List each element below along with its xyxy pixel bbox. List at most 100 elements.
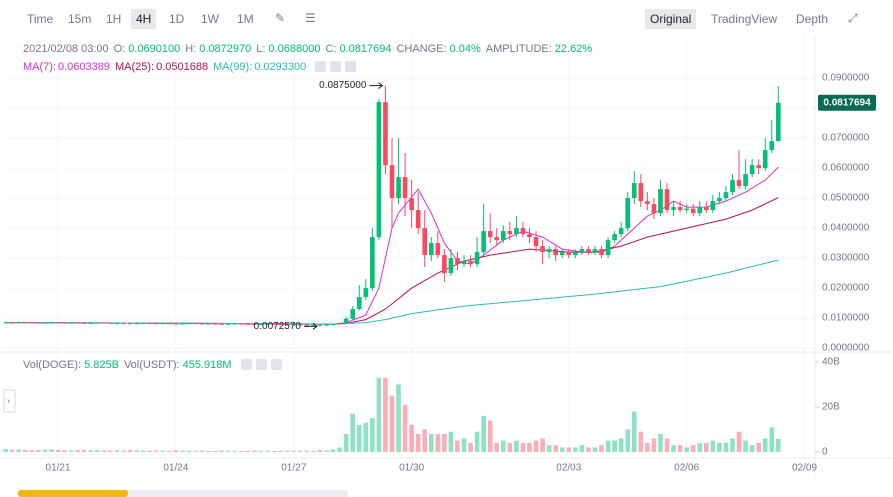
- interval-button[interactable]: 1W: [201, 12, 219, 26]
- candle-body: [193, 323, 198, 325]
- candle-body: [605, 240, 611, 256]
- view-button[interactable]: Original: [645, 9, 697, 29]
- interval-button[interactable]: Time: [27, 12, 54, 26]
- volume-bar: [265, 450, 270, 452]
- candle-body: [389, 165, 395, 199]
- candle-body: [717, 198, 722, 202]
- candle-body: [147, 322, 153, 324]
- candle-body: [559, 252, 565, 256]
- candle-body: [671, 207, 676, 211]
- interval-button[interactable]: 1D: [169, 12, 185, 26]
- candle-body: [631, 183, 637, 199]
- candle-body: [586, 249, 591, 253]
- volume-bar: [435, 433, 441, 452]
- interval-button[interactable]: 15m: [68, 12, 92, 26]
- legend-icon[interactable]: [255, 359, 267, 370]
- ma-name: MA(25):: [115, 61, 155, 73]
- legend-icon[interactable]: [330, 61, 342, 72]
- volume-bar: [645, 442, 650, 452]
- candle-body: [199, 323, 205, 325]
- volume-bar: [717, 442, 722, 452]
- scrollbar-thumb[interactable]: [18, 490, 128, 497]
- volume-bar: [127, 450, 133, 452]
- candle-body: [337, 323, 342, 325]
- field-value: 0.04%: [449, 43, 481, 55]
- interval-button[interactable]: 1M: [237, 12, 254, 26]
- settings-icon[interactable]: ☰: [305, 11, 316, 25]
- ma-name: MA(99):: [213, 61, 253, 73]
- y-tick-label: 0.0000000: [822, 343, 870, 354]
- candle-body: [776, 102, 781, 142]
- candle-body: [311, 324, 316, 326]
- volume-bar: [527, 442, 532, 452]
- volume-bar: [271, 451, 277, 452]
- candle-body: [225, 323, 231, 325]
- field-name: H:: [185, 43, 197, 55]
- candle-body: [265, 323, 270, 325]
- candle-body: [75, 322, 80, 324]
- volume-bar: [389, 395, 395, 452]
- candle-body: [507, 231, 513, 235]
- candle-body: [573, 252, 578, 256]
- panel-toggle[interactable]: [3, 389, 16, 413]
- volume-bar: [278, 450, 283, 452]
- volume-bar: [658, 433, 663, 452]
- candle-body: [461, 261, 467, 265]
- legend-icon[interactable]: [315, 61, 327, 72]
- legend-icon[interactable]: [345, 61, 357, 72]
- volume-bar: [304, 450, 310, 452]
- volume-value: 5.825B: [84, 359, 119, 371]
- candle-body: [167, 323, 172, 325]
- legend-icon[interactable]: [270, 359, 282, 370]
- field-name: O:: [113, 43, 126, 55]
- view-button[interactable]: Depth: [796, 12, 829, 26]
- y-tick-label: 0.0600000: [822, 163, 870, 174]
- draw-icon[interactable]: ✎: [275, 11, 286, 25]
- volume-bar: [749, 445, 755, 452]
- volume-bar: [533, 440, 539, 452]
- candle-body: [153, 323, 159, 325]
- candle-body: [723, 192, 729, 199]
- volume-bar: [415, 433, 421, 452]
- candle-body: [370, 237, 375, 289]
- candle-body: [350, 309, 356, 319]
- volume-bar: [697, 442, 703, 452]
- arrow-head: [378, 82, 384, 89]
- x-tick-label: 01/21: [46, 463, 71, 474]
- candle-body: [22, 322, 28, 323]
- volume-bar: [311, 450, 316, 452]
- candle-body: [468, 261, 473, 265]
- volume-value: 455.918M: [182, 359, 232, 371]
- toggle-icon[interactable]: ›: [7, 395, 10, 405]
- volume-bar: [232, 450, 238, 452]
- volume-bar: [376, 377, 382, 452]
- candle-body: [474, 252, 480, 265]
- view-button[interactable]: TradingView: [711, 12, 778, 26]
- candle-body: [442, 255, 447, 274]
- volume-bar: [501, 440, 506, 452]
- candle-body: [415, 210, 421, 229]
- volume-bar: [219, 450, 225, 452]
- volume-bar: [638, 431, 644, 452]
- candle-body: [140, 322, 146, 324]
- candle-body: [114, 322, 120, 324]
- candle-body: [533, 237, 539, 247]
- legend-icon[interactable]: [240, 359, 252, 370]
- volume-bar: [520, 442, 526, 452]
- volume-bar: [121, 450, 126, 452]
- volume-bar: [481, 415, 486, 452]
- volume-bar: [730, 438, 735, 452]
- volume-bar: [330, 449, 336, 452]
- candle-body: [612, 234, 617, 241]
- arrow-head: [312, 322, 318, 330]
- interval-button[interactable]: 4H: [131, 9, 157, 29]
- volume-bar: [81, 449, 87, 452]
- candle-body: [428, 243, 434, 256]
- fullscreen-icon[interactable]: ⤢: [848, 11, 858, 25]
- candle-body: [42, 322, 48, 324]
- candle-body: [68, 322, 74, 324]
- candle-body: [697, 207, 703, 214]
- volume-bar: [422, 429, 428, 452]
- interval-button[interactable]: 1H: [106, 12, 122, 26]
- y-tick-label: 0.0100000: [822, 313, 870, 324]
